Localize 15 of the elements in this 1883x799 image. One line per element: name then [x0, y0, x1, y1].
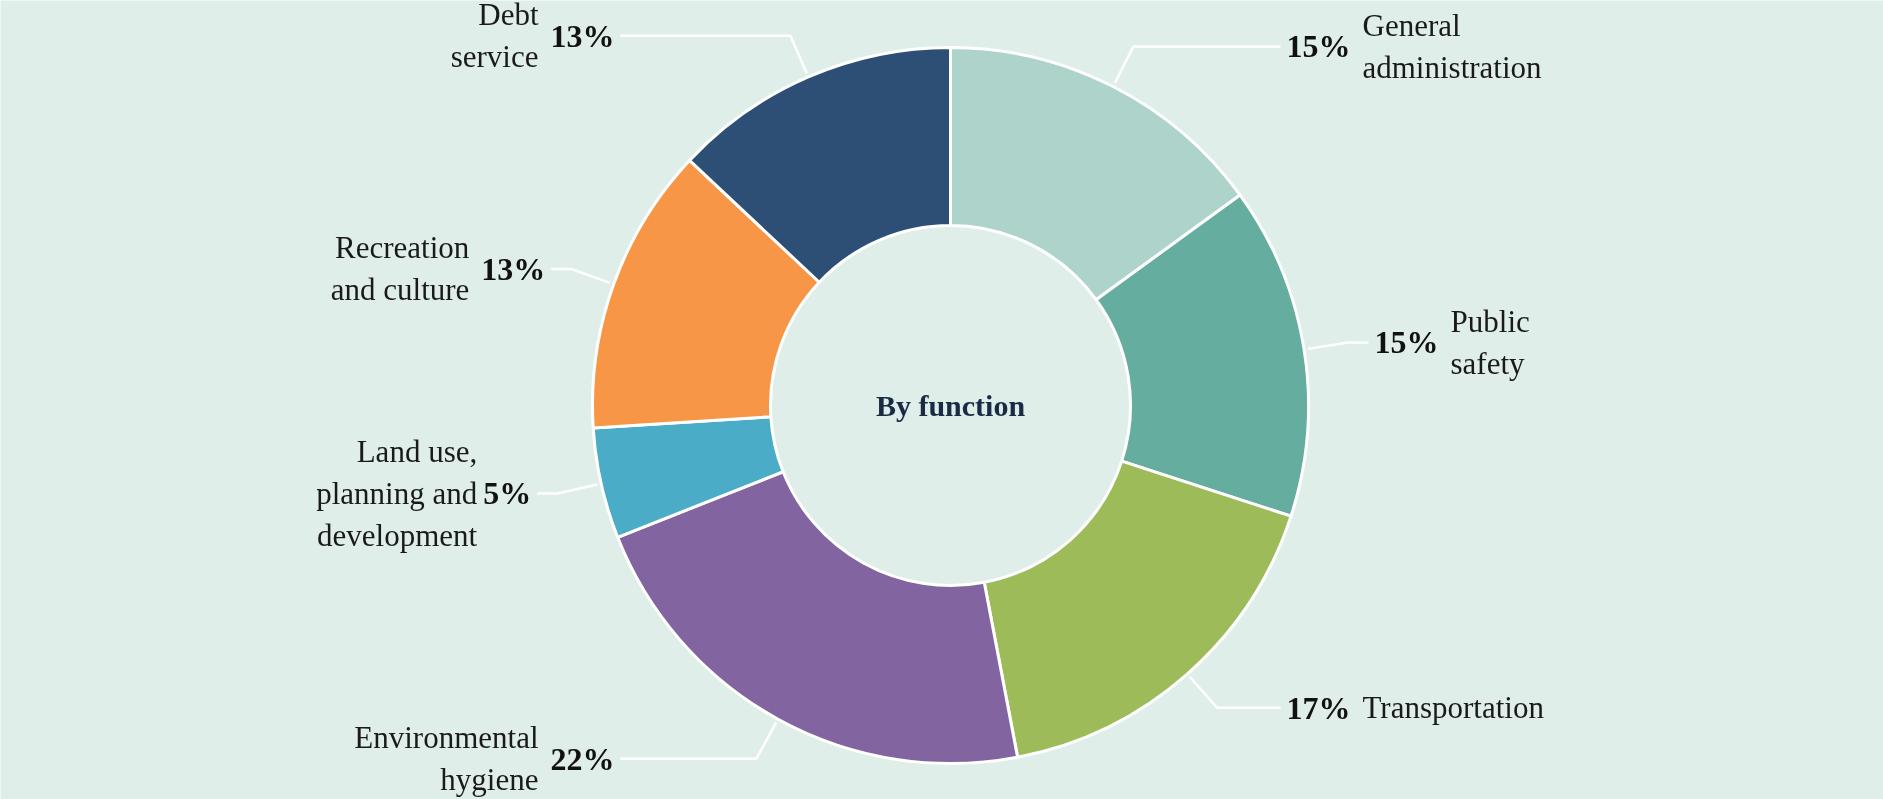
data-label: 15% — [1286, 28, 1351, 65]
slice-label: Environmental hygiene — [354, 720, 539, 798]
data-label: 15% — [1374, 324, 1439, 361]
data-label: 17% — [1286, 689, 1351, 726]
slice-label: Debt service — [450, 0, 539, 75]
text: By function — [875, 389, 1026, 422]
data-label: 13% — [481, 250, 546, 287]
slice-label: Land use, planning and development — [316, 433, 478, 553]
data-label: 13% — [550, 17, 615, 54]
slice-label: Public safety — [1450, 303, 1530, 381]
data-label: 5% — [483, 475, 532, 512]
slice-label: Transportation — [1362, 690, 1545, 726]
data-label: 22% — [550, 740, 615, 777]
slice-label: Recreation and culture — [330, 230, 470, 308]
slice-label: General administration — [1362, 7, 1543, 85]
